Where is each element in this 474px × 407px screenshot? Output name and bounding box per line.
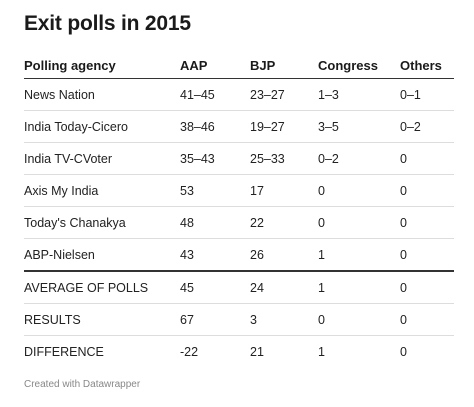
cell-aap: 67 [180, 303, 250, 336]
cell-others: 0–1 [400, 78, 454, 111]
table-row: India TV-CVoter 35–43 25–33 0–2 0 [24, 142, 454, 175]
exit-polls-table: Polling agency AAP BJP Congress Others N… [24, 52, 454, 367]
table-row: News Nation 41–45 23–27 1–3 0–1 [24, 78, 454, 111]
cell-aap: 38–46 [180, 110, 250, 143]
cell-congress: 1 [318, 238, 400, 272]
table-row: Today's Chanakya 48 22 0 0 [24, 206, 454, 239]
page-title: Exit polls in 2015 [24, 12, 191, 35]
cell-congress: 0 [318, 206, 400, 239]
datawrapper-credit: Created with Datawrapper [24, 379, 141, 390]
cell-agency: Axis My India [24, 174, 180, 207]
cell-aap: 41–45 [180, 78, 250, 111]
cell-aap: 43 [180, 238, 250, 272]
cell-congress: 0–2 [318, 142, 400, 175]
cell-congress: 1 [318, 344, 325, 359]
cell-agency: News Nation [24, 78, 180, 111]
cell-others: 0 [400, 238, 454, 272]
cell-others: 0 [400, 174, 454, 207]
cell-congress: 0 [318, 303, 400, 336]
header-congress: Congress [318, 52, 400, 79]
cell-bjp: 22 [250, 206, 318, 239]
cell-bjp: 26 [250, 238, 318, 272]
header-others: Others [400, 52, 454, 79]
cell-others: 0 [400, 271, 454, 304]
cell-bjp: 17 [250, 174, 318, 207]
cell-congress: 0 [318, 174, 400, 207]
cell-aap: 53 [180, 174, 250, 207]
cell-agency: RESULTS [24, 303, 180, 336]
cell-aap: 35–43 [180, 142, 250, 175]
cell-congress: 3–5 [318, 110, 400, 143]
table-header-row: Polling agency AAP BJP Congress Others [24, 52, 454, 79]
cell-agency: India TV-CVoter [24, 142, 180, 175]
summary-row-difference: DIFFERENCE -22 21 1 0 [24, 336, 454, 368]
header-aap: AAP [180, 52, 250, 79]
table-row: India Today-Cicero 38–46 19–27 3–5 0–2 [24, 110, 454, 143]
cell-bjp: 25–33 [250, 142, 318, 175]
cell-others: 0 [400, 303, 454, 336]
cell-aap: 45 [180, 271, 250, 304]
cell-others: 0 [400, 142, 454, 175]
cell-others: 0–2 [400, 110, 454, 143]
cell-bjp: 23–27 [250, 78, 318, 111]
header-polling-agency: Polling agency [24, 52, 180, 79]
cell-agency: Today's Chanakya [24, 206, 180, 239]
cell-congress: 1 [318, 271, 400, 304]
cell-aap: 48 [180, 206, 250, 239]
cell-bjp: 3 [250, 303, 318, 336]
cell-agency: ABP-Nielsen [24, 238, 180, 272]
cell-agency: AVERAGE OF POLLS [24, 271, 180, 304]
summary-row-average: AVERAGE OF POLLS 45 24 1 0 [24, 271, 454, 304]
cell-bjp: 21 [250, 344, 264, 359]
table-row: ABP-Nielsen 43 26 1 0 [24, 238, 454, 272]
cell-agency: DIFFERENCE [24, 344, 104, 359]
cell-others: 0 [400, 206, 454, 239]
summary-row-results: RESULTS 67 3 0 0 [24, 303, 454, 336]
cell-aap: -22 [180, 344, 199, 359]
cell-bjp: 19–27 [250, 110, 318, 143]
cell-congress: 1–3 [318, 78, 400, 111]
cell-bjp: 24 [250, 271, 318, 304]
table-row: Axis My India 53 17 0 0 [24, 174, 454, 207]
cell-others: 0 [400, 344, 407, 359]
header-bjp: BJP [250, 52, 318, 79]
cell-agency: India Today-Cicero [24, 110, 180, 143]
